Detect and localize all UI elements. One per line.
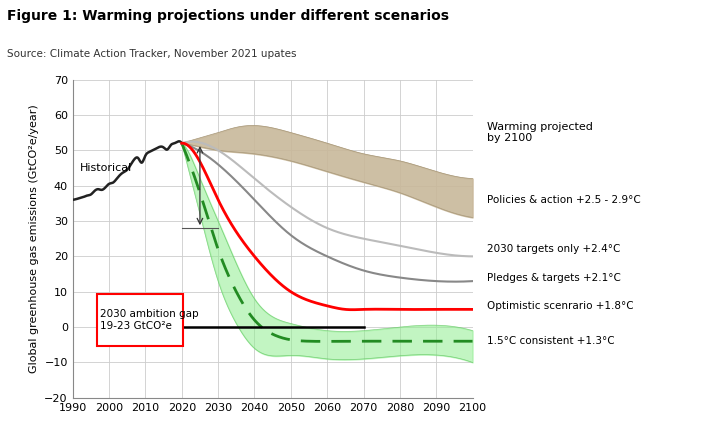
Text: Optimistic scenrario +1.8°C: Optimistic scenrario +1.8°C — [487, 301, 634, 311]
Text: Historical: Historical — [80, 164, 132, 174]
Text: Pledges & targets +2.1°C: Pledges & targets +2.1°C — [487, 273, 621, 282]
Text: Figure 1: Warming projections under different scenarios: Figure 1: Warming projections under diff… — [7, 9, 449, 23]
Y-axis label: Global greenhouse gas emissions (GtCO²e/year): Global greenhouse gas emissions (GtCO²e/… — [29, 104, 39, 373]
Text: 2030 targets only +2.4°C: 2030 targets only +2.4°C — [487, 244, 620, 254]
Text: 1.5°C consistent +1.3°C: 1.5°C consistent +1.3°C — [487, 336, 615, 346]
Text: Warming projected
by 2100: Warming projected by 2100 — [487, 122, 593, 143]
Text: Source: Climate Action Tracker, November 2021 upates: Source: Climate Action Tracker, November… — [7, 49, 297, 59]
Text: 2030 ambition gap
19-23 GtCO²e: 2030 ambition gap 19-23 GtCO²e — [100, 309, 198, 331]
FancyBboxPatch shape — [97, 294, 183, 346]
Text: Policies & action +2.5 - 2.9°C: Policies & action +2.5 - 2.9°C — [487, 195, 640, 205]
